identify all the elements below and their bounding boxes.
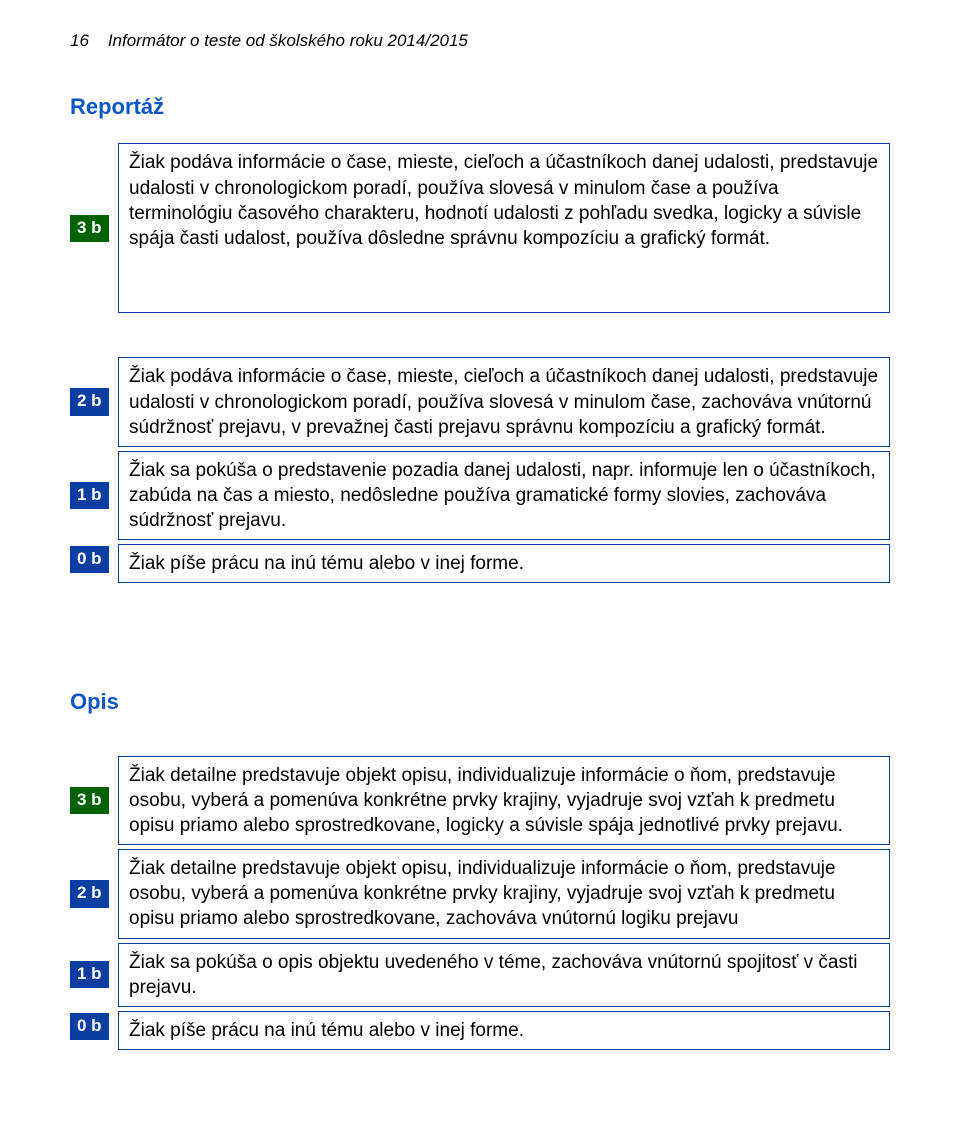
- desc-box: Žiak detailne predstavuje objekt opisu, …: [118, 849, 890, 938]
- desc-box: Žiak podáva informácie o čase, mieste, c…: [118, 143, 890, 313]
- desc-box: Žiak píše prácu na inú tému alebo v inej…: [118, 1011, 890, 1050]
- desc-cell: Žiak detailne predstavuje objekt opisu, …: [118, 849, 890, 938]
- desc-cell: Žiak sa pokúša o predstavenie pozadia da…: [118, 451, 890, 540]
- document-page: 16 Informátor o teste od školského roku …: [0, 0, 960, 1126]
- desc-cell: Žiak píše prácu na inú tému alebo v inej…: [118, 544, 890, 583]
- section-title-reportaz: Reportáž: [70, 92, 890, 121]
- rubric-opis: 3 b Žiak detailne predstavuje objekt opi…: [70, 756, 890, 1050]
- score-cell: 1 b: [70, 451, 118, 540]
- desc-cell: Žiak podáva informácie o čase, mieste, c…: [118, 357, 890, 446]
- rubric-row: 1 b Žiak sa pokúša o predstavenie pozadi…: [70, 451, 890, 540]
- rubric-row: 3 b Žiak podáva informácie o čase, miest…: [70, 143, 890, 313]
- rubric-row: 1 b Žiak sa pokúša o opis objektu uveden…: [70, 943, 890, 1007]
- desc-box: Žiak sa pokúša o opis objektu uvedeného …: [118, 943, 890, 1007]
- rubric-reportaz: 3 b Žiak podáva informácie o čase, miest…: [70, 143, 890, 583]
- desc-cell: Žiak podáva informácie o čase, mieste, c…: [118, 143, 890, 313]
- score-cell: 1 b: [70, 943, 118, 1007]
- rubric-row: 0 b Žiak píše prácu na inú tému alebo v …: [70, 1011, 890, 1050]
- desc-cell: Žiak píše prácu na inú tému alebo v inej…: [118, 1011, 890, 1050]
- score-badge-2b: 2 b: [70, 880, 109, 907]
- rubric-row: 2 b Žiak detailne predstavuje objekt opi…: [70, 849, 890, 938]
- score-cell: 2 b: [70, 849, 118, 938]
- rubric-row: 2 b Žiak podáva informácie o čase, miest…: [70, 357, 890, 446]
- score-cell: 0 b: [70, 544, 118, 583]
- desc-cell: Žiak detailne predstavuje objekt opisu, …: [118, 756, 890, 845]
- score-badge-1b: 1 b: [70, 482, 109, 509]
- rubric-row: 0 b Žiak píše prácu na inú tému alebo v …: [70, 544, 890, 583]
- score-cell: 3 b: [70, 756, 118, 845]
- desc-box: Žiak sa pokúša o predstavenie pozadia da…: [118, 451, 890, 540]
- page-header: 16 Informátor o teste od školského roku …: [70, 30, 890, 52]
- desc-box: Žiak podáva informácie o čase, mieste, c…: [118, 357, 890, 446]
- score-cell: 2 b: [70, 357, 118, 446]
- score-badge-3b: 3 b: [70, 787, 109, 814]
- section-title-opis: Opis: [70, 687, 890, 716]
- page-number: 16: [70, 31, 89, 50]
- desc-cell: Žiak sa pokúša o opis objektu uvedeného …: [118, 943, 890, 1007]
- score-cell: 3 b: [70, 143, 118, 313]
- score-cell: 0 b: [70, 1011, 118, 1050]
- header-title: Informátor o teste od školského roku 201…: [108, 31, 468, 50]
- score-badge-1b: 1 b: [70, 961, 109, 988]
- score-badge-0b: 0 b: [70, 1013, 109, 1040]
- desc-box: Žiak detailne predstavuje objekt opisu, …: [118, 756, 890, 845]
- score-badge-2b: 2 b: [70, 388, 109, 415]
- desc-box: Žiak píše prácu na inú tému alebo v inej…: [118, 544, 890, 583]
- rubric-row: 3 b Žiak detailne predstavuje objekt opi…: [70, 756, 890, 845]
- score-badge-0b: 0 b: [70, 546, 109, 573]
- score-badge-3b: 3 b: [70, 215, 109, 242]
